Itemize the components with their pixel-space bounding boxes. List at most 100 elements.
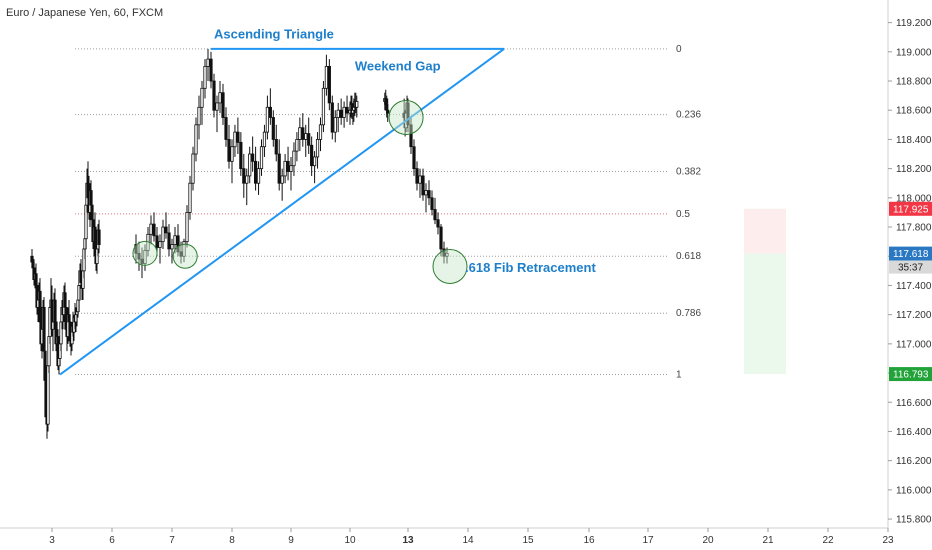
candle-body (188, 182, 192, 213)
candle-body (46, 365, 50, 425)
candle-body (239, 141, 243, 170)
x-tick-label: 9 (288, 535, 294, 546)
price-tag-bg (889, 201, 932, 216)
candle-body (173, 235, 177, 245)
candle-body (280, 175, 284, 184)
price-tag-117.925: 117.925 (893, 204, 929, 215)
fib-label-0.382: 0.382 (676, 167, 701, 178)
candle-body (230, 146, 234, 162)
candle-body (312, 156, 317, 167)
candle-body (274, 139, 278, 155)
candle-body (253, 160, 258, 184)
candle-body (318, 124, 323, 140)
candle-body (242, 168, 246, 184)
x-tick-label: 6 (109, 535, 115, 546)
highlight-circle-2[interactable] (172, 243, 198, 269)
x-tick-label: 20 (702, 535, 714, 546)
candle-body (161, 226, 165, 243)
position-box[interactable] (744, 208, 786, 375)
candle-body (430, 197, 434, 210)
y-tick-label: 116.400 (896, 427, 932, 438)
y-tick-label: 118.400 (896, 135, 932, 146)
annotation-2: Weekend Gap (355, 58, 441, 73)
x-tick-label: 22 (822, 535, 834, 546)
candle-body (155, 235, 159, 248)
y-tick-label: 116.000 (896, 485, 932, 496)
x-tick-label: 17 (642, 535, 654, 546)
bar-countdown: 35:37 (898, 263, 923, 274)
y-tick-label: 115.800 (896, 515, 932, 526)
y-tick-label: 116.600 (896, 398, 932, 409)
candle-body (283, 160, 287, 177)
time-axis[interactable]: 3 6 7 8 9 10 13 14 15 16 17 20 21 22 23 (0, 528, 932, 550)
candle-body (433, 209, 437, 221)
candle-body (418, 175, 422, 184)
candle-body (307, 133, 311, 146)
y-tick-label: 118.800 (896, 77, 932, 88)
candle-body (197, 106, 201, 126)
y-tick-label: 118.000 (896, 193, 932, 204)
candle-body (245, 175, 249, 184)
highlight-circle-3[interactable] (388, 100, 424, 136)
fib-label-0.618: 0.618 (676, 251, 701, 262)
x-tick-label: 14 (462, 535, 474, 546)
fib-label-0.5: 0.5 (676, 209, 690, 220)
x-tick-label: 13 (402, 535, 414, 546)
candle-body (137, 252, 141, 260)
y-tick-label: 116.200 (896, 456, 932, 467)
fib-label-1: 1 (676, 370, 682, 381)
candle-body (286, 160, 290, 172)
candle-body (212, 80, 216, 111)
candle-body (301, 127, 305, 140)
x-tick-label: 3 (49, 535, 55, 546)
candle-body (259, 146, 264, 170)
fib-levels: 0 0.236 0.382 0.5 0.618 0.786 1 (75, 44, 701, 381)
candle-body (221, 92, 225, 118)
candle-body (339, 109, 343, 118)
x-tick-label: 8 (229, 535, 235, 546)
candle-body (209, 58, 213, 82)
candle-body (215, 102, 219, 111)
y-tick-label: 117.800 (896, 223, 932, 234)
candle-body (277, 153, 281, 184)
candle-body (143, 249, 147, 264)
highlight-circle-1[interactable] (132, 240, 158, 266)
candle-body (251, 153, 255, 162)
trendline-2[interactable] (59, 48, 505, 376)
candle-body (224, 117, 228, 140)
candle-body (324, 66, 329, 89)
candle-body (342, 106, 346, 118)
candle-body (164, 226, 168, 234)
candle-body (206, 58, 210, 67)
highlight-circle-4[interactable] (432, 248, 468, 284)
candle-body (218, 92, 222, 104)
candle-body (200, 87, 204, 108)
candle-body (158, 241, 162, 248)
x-tick-label: 16 (583, 535, 595, 546)
candle-body (424, 190, 428, 196)
candle-body (271, 117, 275, 140)
candle-body (427, 190, 431, 199)
annotation-1: Ascending Triangle (214, 26, 334, 41)
price-tag-116.793: 116.793 (893, 370, 929, 381)
candle-body (442, 248, 446, 257)
candle-body (248, 153, 252, 177)
x-tick-label: 15 (522, 535, 534, 546)
price-tag-117.618: 117.618 (893, 249, 929, 260)
take-profit-zone[interactable] (744, 253, 786, 375)
y-tick-label: 117.200 (896, 310, 932, 321)
candle-body (327, 66, 331, 104)
drawings[interactable] (59, 47, 505, 376)
candle-body (412, 146, 416, 170)
x-tick-label: 7 (169, 535, 175, 546)
stop-loss-zone[interactable] (744, 208, 786, 254)
candle-body (415, 168, 419, 184)
annotation-3: .618 Fib Retracement (465, 260, 596, 275)
candle-body (191, 153, 195, 184)
fib-label-0.236: 0.236 (676, 110, 701, 121)
candle-body (406, 102, 410, 126)
x-tick-label: 21 (762, 535, 774, 546)
candle-body (386, 109, 390, 114)
